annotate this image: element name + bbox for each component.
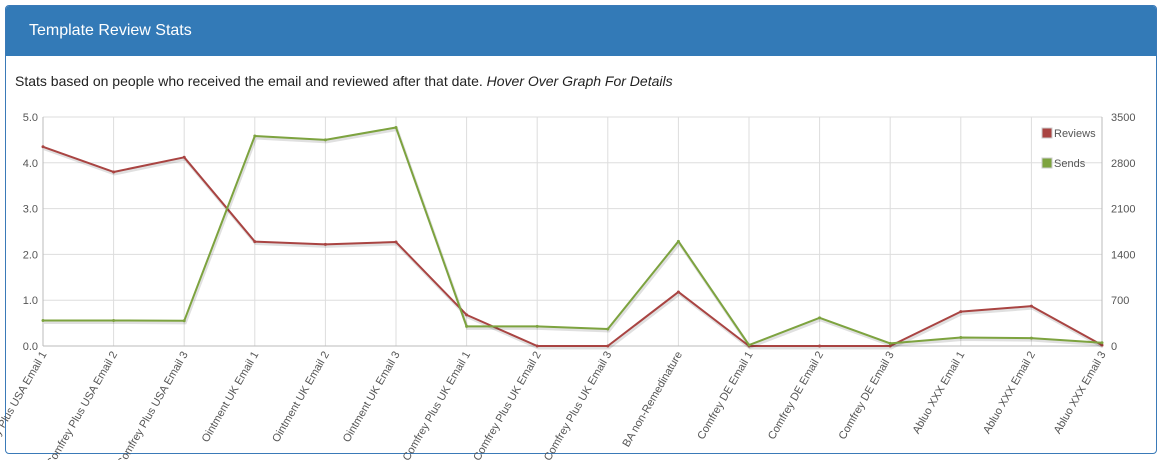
y-right-tick-label: 2800 (1111, 158, 1135, 170)
data-point-reviews (606, 344, 610, 348)
data-point-reviews (182, 155, 186, 159)
x-tick-label: Ointment UK Email 2 (270, 350, 332, 445)
data-point-reviews (253, 240, 257, 244)
data-point-sends (1100, 341, 1104, 345)
data-point-reviews (1029, 304, 1033, 308)
data-point-reviews (818, 344, 822, 348)
x-tick-label: Ointment UK Email 3 (341, 350, 403, 445)
data-point-reviews (41, 145, 45, 149)
y-right-tick-label: 700 (1111, 295, 1129, 307)
x-tick-label: Comfrey Plus UK Email 3 (542, 350, 614, 460)
data-point-sends (253, 134, 257, 138)
data-point-sends (112, 318, 116, 322)
data-point-reviews (394, 240, 398, 244)
data-point-reviews (323, 242, 327, 246)
data-point-sends (323, 138, 327, 142)
data-point-reviews (1100, 343, 1104, 347)
x-tick-label: Comfrey DE Email 2 (766, 350, 826, 442)
x-tick-label: Comfrey Plus UK Email 2 (471, 350, 543, 460)
y-left-tick-label: 5.0 (23, 112, 38, 124)
x-tick-label: Abluo XXX Email 2 (981, 350, 1038, 436)
chart-description-text: Stats based on people who received the e… (15, 73, 483, 89)
data-point-reviews (959, 310, 963, 314)
data-point-sends (888, 341, 892, 345)
data-point-reviews (888, 344, 892, 348)
series-line-reviews (42, 145, 1103, 347)
y-right-tick-label: 0 (1111, 341, 1117, 353)
y-right-tick-label: 1400 (1111, 249, 1135, 261)
hover-hint: Hover Over Graph For Details (486, 73, 673, 89)
series-shadow (44, 127, 1104, 349)
legend-swatch (1041, 127, 1053, 139)
panel-title: Template Review Stats (6, 6, 1156, 56)
y-left-tick-label: 0.0 (23, 341, 38, 353)
x-tick-label: Comfrey DE Email 1 (695, 350, 755, 442)
template-review-stats-panel: Template Review Stats (5, 5, 1157, 454)
y-left-tick-label: 2.0 (23, 249, 38, 261)
legend-label: Reviews (1054, 128, 1096, 140)
x-tick-label: Ointment UK Email 1 (200, 350, 262, 445)
data-point-sends (818, 316, 822, 320)
y-left-tick-label: 4.0 (23, 158, 38, 170)
data-point-sends (535, 324, 539, 328)
y-left-tick-label: 1.0 (23, 295, 38, 307)
x-tick-label: Comfrey DE Email 3 (837, 350, 897, 442)
x-tick-label: Comfrey Plus USA Email 1 (0, 350, 50, 460)
y-left-tick-label: 3.0 (23, 204, 38, 216)
data-point-sends (182, 319, 186, 323)
x-tick-label: Abluo XXX Email 1 (911, 350, 968, 436)
x-tick-label: Comfrey Plus UK Email 1 (401, 349, 473, 460)
legend-swatch (1041, 157, 1053, 169)
data-point-sends (394, 125, 398, 129)
data-point-sends (676, 239, 680, 243)
data-point-reviews (465, 313, 469, 317)
x-tick-label: Abluo XXX Email 3 (1052, 350, 1109, 436)
data-point-sends (747, 343, 751, 347)
x-tick-label: BA non-Remedinature (620, 350, 685, 450)
chart-description: Stats based on people who received the e… (15, 73, 673, 89)
y-right-tick-label: 3500 (1111, 112, 1135, 124)
x-tick-label: Comfrey Plus USA Email 2 (44, 350, 120, 460)
data-point-sends (465, 324, 469, 328)
data-point-sends (41, 318, 45, 322)
series-line-sends (43, 126, 1103, 347)
data-point-sends (959, 335, 963, 339)
data-point-sends (1029, 336, 1033, 340)
data-point-sends (606, 327, 610, 331)
data-point-reviews (535, 344, 539, 348)
data-point-reviews (676, 290, 680, 294)
data-point-reviews (112, 170, 116, 174)
legend-label: Sends (1054, 158, 1086, 170)
x-tick-label: Comfrey Plus USA Email 3 (115, 350, 191, 460)
y-right-tick-label: 2100 (1111, 204, 1135, 216)
